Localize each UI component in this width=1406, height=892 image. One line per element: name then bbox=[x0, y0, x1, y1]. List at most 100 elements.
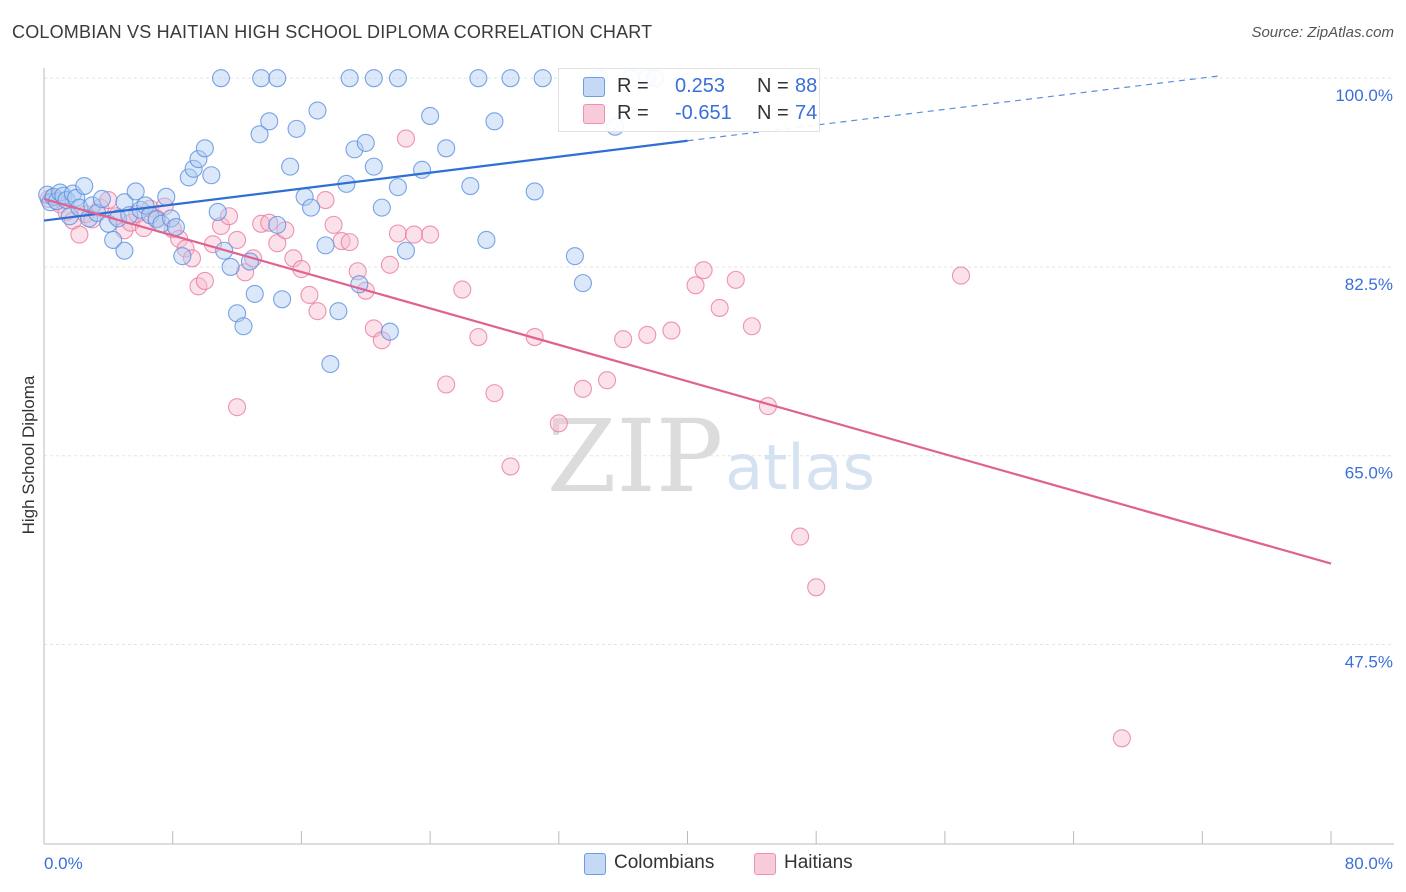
haitian-point bbox=[726, 270, 745, 289]
colombian-point bbox=[260, 112, 279, 131]
colombian-point bbox=[437, 139, 456, 158]
colombian-point bbox=[157, 187, 176, 206]
colombian-point bbox=[173, 247, 192, 266]
grid-lines bbox=[44, 77, 1394, 645]
colombian-point bbox=[75, 176, 94, 196]
y-tick-labels: 47.5% 65.0% 82.5% 100.0% bbox=[1335, 86, 1393, 671]
colombian-point bbox=[104, 230, 123, 250]
x-tick-label: 0.0% bbox=[44, 854, 83, 873]
colombian-point bbox=[364, 157, 383, 176]
watermark-zip: ZIP bbox=[547, 398, 723, 515]
r-label: R = bbox=[617, 102, 649, 124]
legend-label: Colombians bbox=[614, 852, 715, 873]
colombian-point bbox=[273, 290, 292, 309]
haitian-point bbox=[614, 330, 633, 349]
haitians-trend-line bbox=[43, 197, 1332, 565]
colombian-point bbox=[329, 302, 348, 321]
colombian-point bbox=[189, 150, 208, 169]
haitian-point bbox=[348, 262, 367, 281]
colombian-point bbox=[195, 139, 214, 158]
colombian-point bbox=[184, 159, 203, 178]
colombian-point bbox=[485, 112, 504, 131]
colombian-point bbox=[287, 119, 306, 138]
haitian-point bbox=[951, 266, 971, 285]
source-label: Source: ZipAtlas.com bbox=[1251, 24, 1394, 41]
haitian-point bbox=[396, 129, 416, 148]
haitian-point bbox=[300, 285, 319, 305]
colombian-point bbox=[281, 157, 300, 176]
colombian-point bbox=[469, 69, 488, 88]
axes bbox=[43, 68, 1394, 845]
colombian-point bbox=[461, 176, 480, 196]
colombian-point bbox=[316, 236, 335, 255]
haitian-point bbox=[638, 325, 657, 344]
colombian-point bbox=[250, 125, 269, 144]
colombian-point bbox=[477, 230, 496, 250]
haitian-point bbox=[1112, 729, 1131, 748]
haitian-points bbox=[39, 129, 1131, 748]
colombian-point bbox=[245, 284, 264, 303]
colombian-point bbox=[356, 133, 375, 152]
y-tick-label: 65.0% bbox=[1345, 464, 1393, 483]
haitian-point bbox=[228, 230, 247, 250]
haitian-point bbox=[421, 225, 440, 244]
watermark: ZIP atlas bbox=[547, 398, 875, 515]
colombian-point bbox=[115, 241, 134, 260]
colombian-point bbox=[533, 69, 552, 88]
haitian-point bbox=[228, 398, 247, 417]
n-label: N = bbox=[757, 75, 789, 97]
colombians-trend-line bbox=[43, 139, 688, 222]
haitian-point bbox=[573, 379, 592, 398]
colombian-point bbox=[92, 189, 111, 209]
correlation-legend: R = 0.253 N = 88 R = -0.651 N = 74 bbox=[558, 68, 820, 132]
haitians-swatch bbox=[583, 104, 605, 124]
haitian-point bbox=[324, 215, 343, 234]
colombian-point bbox=[179, 168, 198, 187]
legend-label: Haitians bbox=[784, 852, 853, 873]
x-tick-label: 80.0% bbox=[1345, 854, 1393, 873]
haitian-point bbox=[807, 578, 826, 597]
colombians-swatch bbox=[583, 77, 605, 97]
haitian-point bbox=[662, 321, 681, 340]
colombian-point bbox=[388, 69, 407, 88]
haitian-point bbox=[742, 317, 761, 336]
colombian-point bbox=[166, 217, 185, 237]
haitian-point bbox=[268, 234, 287, 253]
haitian-point bbox=[316, 191, 335, 210]
colombian-point bbox=[308, 101, 327, 120]
haitian-point bbox=[598, 371, 617, 390]
haitian-point bbox=[710, 298, 729, 317]
colombian-point bbox=[573, 274, 592, 293]
y-tick-label: 47.5% bbox=[1345, 652, 1393, 671]
colombian-point bbox=[268, 69, 287, 88]
haitian-point bbox=[437, 375, 456, 394]
haitian-point bbox=[195, 271, 214, 291]
haitian-point bbox=[485, 384, 504, 403]
colombian-point bbox=[396, 241, 416, 260]
watermark-atlas: atlas bbox=[725, 431, 875, 504]
colombian-point bbox=[202, 166, 221, 185]
colombian-point bbox=[421, 106, 440, 125]
haitian-point bbox=[549, 414, 568, 433]
haitian-point bbox=[99, 191, 118, 210]
n-value: 88 bbox=[795, 75, 818, 97]
x-tick-labels: 0.0% 80.0% bbox=[44, 854, 1393, 873]
colombian-point bbox=[364, 69, 383, 88]
colombian-point bbox=[501, 69, 520, 88]
r-label: R = bbox=[617, 75, 649, 97]
haitian-point bbox=[380, 255, 399, 274]
haitian-point bbox=[404, 225, 424, 244]
haitians-legend-swatch bbox=[754, 853, 776, 875]
r-value: -0.651 bbox=[675, 102, 732, 124]
haitian-point bbox=[469, 327, 488, 347]
haitian-point bbox=[340, 233, 359, 252]
y-tick-label: 82.5% bbox=[1345, 275, 1393, 294]
haitian-point bbox=[219, 207, 239, 226]
colombian-point bbox=[211, 69, 231, 88]
haitian-point bbox=[694, 261, 713, 280]
colombian-point bbox=[302, 198, 321, 217]
n-value: 74 bbox=[795, 102, 818, 124]
haitian-point bbox=[308, 302, 327, 321]
colombians-legend-swatch bbox=[584, 853, 606, 875]
